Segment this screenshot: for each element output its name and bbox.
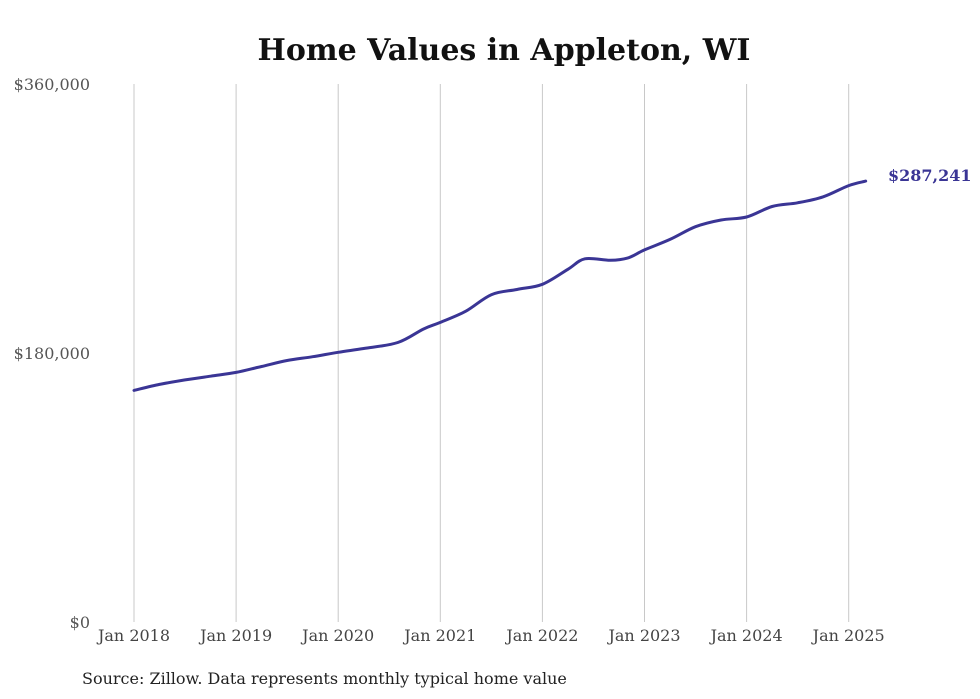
- x-tick-label: Jan 2022: [504, 626, 578, 645]
- series-line: [132, 179, 868, 392]
- y-tick-label: $180,000: [14, 344, 90, 363]
- x-tick-label: Jan 2020: [300, 626, 374, 645]
- end-value-label: $287,241: [888, 166, 972, 185]
- x-tick-label: Jan 2021: [402, 626, 476, 645]
- x-tick-label: Jan 2019: [198, 626, 272, 645]
- gridlines: [133, 84, 850, 622]
- y-axis: $0 $180,000 $360,000: [14, 75, 90, 632]
- x-tick-label: Jan 2023: [606, 626, 680, 645]
- series-line-group: [132, 179, 868, 392]
- chart-title: Home Values in Appleton, WI: [258, 33, 751, 68]
- x-axis: Jan 2018 Jan 2019 Jan 2020 Jan 2021 Jan 2022…: [96, 626, 885, 645]
- x-tick-label: Jan 2018: [96, 626, 170, 645]
- x-tick-label: Jan 2024: [709, 626, 783, 645]
- y-tick-label: $360,000: [14, 75, 90, 94]
- y-tick-label: $0: [70, 613, 90, 632]
- x-tick-label: Jan 2025: [811, 626, 885, 645]
- source-note: Source: Zillow. Data represents monthly …: [82, 669, 567, 688]
